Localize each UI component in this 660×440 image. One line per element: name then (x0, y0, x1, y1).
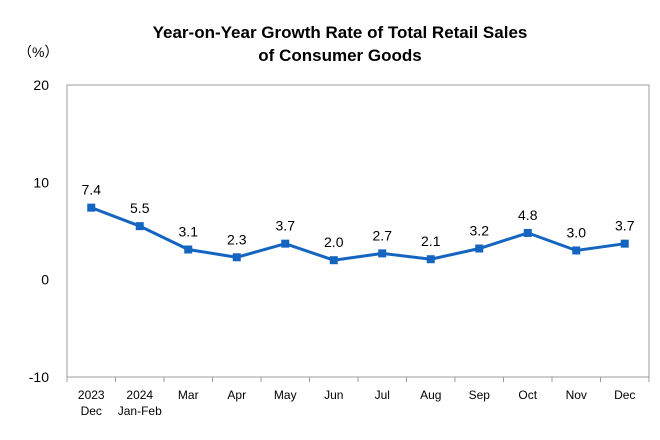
x-tick-label: Oct (518, 388, 537, 402)
data-label: 2.1 (421, 233, 441, 249)
data-point (523, 228, 532, 237)
data-point (378, 249, 387, 258)
data-point (232, 253, 241, 262)
y-tick-label: -10 (29, 369, 49, 385)
x-tick-label: Jun (324, 388, 343, 402)
x-tick-label: Jul (375, 388, 390, 402)
data-label: 3.2 (470, 223, 490, 239)
series-line (90, 206, 626, 262)
data-point (87, 203, 96, 212)
x-tick-label: May (274, 388, 297, 402)
x-tick-label: Jan-Feb (118, 404, 162, 418)
x-tick-label: Apr (227, 388, 246, 402)
x-tick-label: Dec (614, 388, 635, 402)
y-tick-label: 10 (33, 174, 49, 190)
data-label: 7.4 (82, 182, 102, 198)
x-tick-label: 2024 (126, 388, 153, 402)
y-tick-label: 20 (33, 77, 49, 93)
x-tick-label: Aug (420, 388, 441, 402)
y-axis-unit-label: （%） (18, 44, 58, 60)
x-tick-label: Dec (81, 404, 102, 418)
chart-title-line-1: Year-on-Year Growth Rate of Total Retail… (153, 23, 528, 42)
x-tick-label: Mar (178, 388, 199, 402)
series-markers (87, 203, 629, 265)
data-point (135, 222, 144, 231)
chart-title-line-2: of Consumer Goods (258, 46, 421, 65)
data-label: 2.7 (373, 227, 393, 243)
data-point (572, 246, 581, 255)
data-label: 4.8 (518, 207, 538, 223)
data-label: 3.0 (567, 224, 587, 240)
x-tick-label: 2023 (78, 388, 105, 402)
data-labels: 7.4 5.5 3.1 2.3 3.7 2.0 2.7 2.1 3.2 4.8 3.0 3.7 (82, 182, 635, 251)
data-label: 3.1 (179, 223, 199, 239)
y-tick-label: 0 (41, 272, 49, 288)
data-label: 2.0 (324, 234, 344, 250)
x-axis: 2023 Dec 2024 Jan-Feb Mar Apr May Jun Jul Aug Sep O… (66, 377, 650, 418)
x-tick-label: Nov (566, 388, 587, 402)
data-point (426, 255, 435, 264)
y-axis: 20 10 0 -10 (29, 77, 49, 385)
data-label: 3.7 (615, 218, 635, 234)
data-point (281, 239, 290, 248)
data-point (329, 256, 338, 265)
data-point (475, 244, 484, 253)
data-label: 5.5 (130, 200, 150, 216)
plot-area-border (66, 84, 650, 378)
data-label: 3.7 (276, 218, 296, 234)
data-point (620, 239, 629, 248)
data-label: 2.3 (227, 231, 247, 247)
data-point (184, 245, 193, 254)
x-tick-label: Sep (469, 388, 491, 402)
